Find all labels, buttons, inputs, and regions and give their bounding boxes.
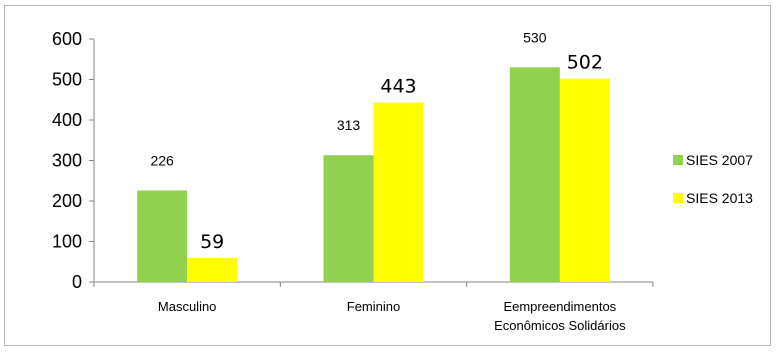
y-tick-label: 300 bbox=[52, 151, 82, 171]
data-label: 443 bbox=[380, 76, 416, 98]
legend-label: SIES 2013 bbox=[686, 190, 753, 206]
bar-sies-2013 bbox=[187, 258, 238, 282]
x-category-label: Masculino bbox=[158, 299, 217, 314]
legend-label: SIES 2007 bbox=[686, 152, 753, 168]
x-category-label: Feminino bbox=[347, 299, 400, 314]
data-label: 313 bbox=[337, 117, 361, 133]
data-label: 530 bbox=[523, 29, 547, 45]
x-category-label: Econômicos Solidários bbox=[494, 318, 626, 333]
y-tick-label: 500 bbox=[52, 70, 82, 90]
y-tick-label: 200 bbox=[52, 191, 82, 211]
y-tick-label: 0 bbox=[72, 272, 82, 292]
bar-sies-2013 bbox=[373, 102, 424, 283]
y-tick-label: 100 bbox=[52, 232, 82, 252]
bar-sies-2007 bbox=[323, 155, 374, 282]
data-label: 59 bbox=[200, 231, 224, 253]
y-tick-label: 400 bbox=[52, 110, 82, 130]
y-tick-label: 600 bbox=[52, 29, 82, 49]
bar-sies-2007 bbox=[509, 67, 560, 282]
data-label: 502 bbox=[567, 52, 603, 74]
bar-sies-2007 bbox=[137, 190, 188, 282]
data-label: 226 bbox=[150, 152, 174, 168]
legend-swatch bbox=[673, 193, 683, 203]
bar-sies-2013 bbox=[559, 78, 610, 282]
x-category-label: Eempreendimentos bbox=[503, 299, 616, 314]
legend-swatch bbox=[673, 155, 683, 165]
